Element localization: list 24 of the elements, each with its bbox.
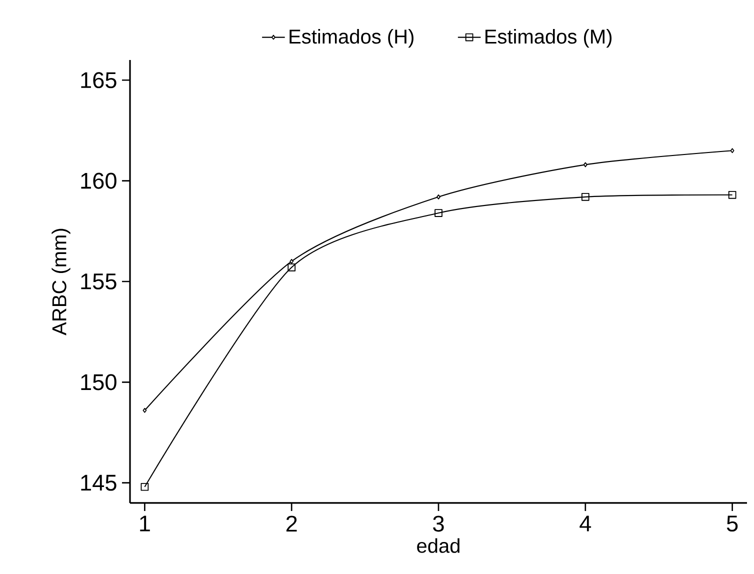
- x-tick-label: 1: [140, 516, 150, 532]
- y-tick-label: 165: [81, 72, 116, 88]
- y-tick-label: 155: [81, 274, 116, 290]
- legend-label: Estimados (M): [486, 29, 612, 48]
- legend-label: Estimados (H): [290, 29, 414, 48]
- point: [730, 148, 734, 154]
- x-tick-label: 4: [580, 516, 592, 532]
- point: [288, 263, 296, 272]
- x-tick-label: 5: [726, 516, 738, 532]
- y-axis-title: ARBC (mm): [52, 228, 70, 336]
- y-tick-label: 150: [81, 374, 116, 390]
- point: [434, 209, 442, 217]
- point: [583, 162, 588, 168]
- x-tick-label: 3: [433, 516, 444, 532]
- point: [436, 194, 440, 200]
- point: [142, 408, 147, 413]
- y-tick-label: 145: [81, 474, 116, 491]
- x-axis-title: edad: [417, 538, 460, 553]
- x-tick-label: 2: [286, 516, 297, 532]
- y-tick-label: 160: [81, 172, 116, 189]
- point: [140, 482, 149, 491]
- point: [581, 192, 590, 201]
- point: [290, 258, 294, 264]
- point: [728, 190, 736, 199]
